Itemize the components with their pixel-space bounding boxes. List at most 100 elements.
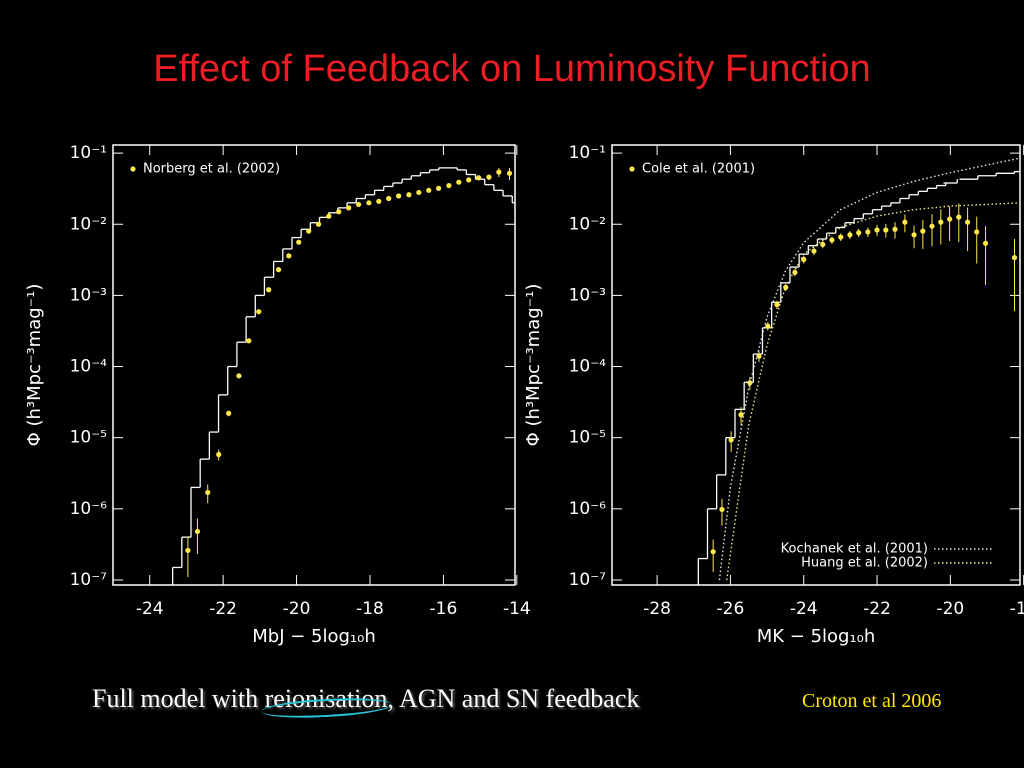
x-tick-label: -16 [430, 599, 458, 619]
x-tick-label: -24 [136, 599, 164, 619]
data-point [838, 234, 844, 240]
data-point [820, 241, 826, 248]
data-point [728, 437, 734, 443]
data-point [396, 193, 402, 199]
data-point [194, 528, 201, 535]
data-point [874, 227, 880, 233]
data-point [929, 223, 935, 229]
caption-text: Full model with [92, 684, 265, 713]
legend-label: Kochanek et al. (2001) [781, 542, 928, 557]
data-point [911, 232, 917, 238]
y-tick-label: 10⁻⁷ [70, 570, 108, 590]
data-point [216, 451, 222, 458]
data-point [205, 489, 211, 496]
x-tick-label: -26 [717, 599, 745, 619]
data-point [346, 205, 352, 211]
plot-frame [611, 144, 1021, 586]
data-point [883, 227, 889, 233]
data-point [792, 269, 798, 276]
y-tick-label: 10⁻⁴ [70, 357, 108, 377]
data-point [266, 287, 272, 293]
data-point [246, 338, 252, 344]
data-point [783, 284, 789, 290]
data-point [847, 232, 853, 238]
legend-label: Huang et al. (2002) [801, 556, 928, 571]
y-tick-label: 10⁻⁶ [70, 499, 108, 519]
y-axis-label: Φ (h³Mpc⁻³mag⁻¹) [523, 284, 544, 447]
legend-marker [130, 166, 136, 172]
data-point [426, 187, 432, 193]
y-tick-label: 10⁻³ [70, 285, 107, 305]
legend-label: Norberg et al. (2002) [143, 162, 280, 177]
data-point [801, 256, 807, 263]
data-point [964, 219, 971, 225]
data-point [811, 248, 817, 254]
x-tick-label: -18 [356, 599, 384, 619]
data-point [974, 229, 980, 235]
plot-frame [112, 144, 516, 586]
data-point [920, 228, 926, 234]
y-tick-label: 10⁻⁵ [569, 428, 606, 448]
model-curve [718, 157, 1020, 581]
plot-area [697, 157, 1020, 585]
x-tick-label: -20 [283, 599, 311, 619]
data-point [256, 309, 262, 315]
struck-word: reionisation [264, 684, 388, 713]
data-point [296, 239, 302, 245]
data-point [486, 174, 492, 180]
x-axis-label: MbJ − 5log₁₀h [252, 626, 376, 647]
data-point [275, 267, 282, 273]
legend-label: Cole et al. (2001) [642, 162, 755, 177]
credit: Croton et al 2006 [802, 690, 942, 712]
data-point [336, 209, 342, 215]
y-tick-label: 10⁻¹ [70, 143, 107, 163]
y-tick-label: 10⁻² [569, 214, 606, 234]
data-point [747, 380, 753, 386]
data-point [466, 177, 472, 183]
data-point [719, 506, 725, 513]
data-point [738, 412, 744, 418]
data-point [306, 228, 312, 234]
data-point [226, 410, 232, 416]
data-point [286, 253, 292, 259]
x-tick-label: -22 [209, 599, 237, 619]
y-tick-label: 10⁻⁵ [70, 428, 107, 448]
y-tick-label: 10⁻⁶ [569, 499, 607, 519]
data-point [774, 302, 780, 308]
data-point [892, 226, 898, 232]
data-point [366, 200, 372, 206]
plot-area [172, 167, 515, 585]
data-point [315, 221, 322, 227]
data-point [356, 201, 362, 208]
y-tick-label: 10⁻⁴ [569, 357, 607, 377]
slide-title: Effect of Feedback on Luminosity Functio… [153, 48, 871, 90]
data-point [1011, 254, 1018, 261]
data-point [185, 547, 191, 554]
data-point [829, 237, 835, 243]
data-point [865, 229, 871, 235]
x-tick-label: -28 [643, 599, 671, 619]
data-point [956, 214, 962, 220]
x-tick-label: -14 [503, 599, 531, 619]
y-tick-label: 10⁻¹ [569, 143, 606, 163]
x-axis-label: MK − 5log₁₀h [757, 626, 876, 647]
x-tick-label: -18 [1010, 599, 1024, 619]
data-point [982, 240, 989, 246]
y-tick-label: 10⁻² [70, 214, 107, 234]
data-point [938, 219, 944, 225]
y-tick-label: 10⁻⁷ [569, 570, 607, 590]
data-point [496, 169, 502, 175]
data-point [236, 373, 242, 379]
x-tick-label: -22 [863, 599, 891, 619]
x-tick-label: -20 [936, 599, 964, 619]
caption-text: , AGN and SN feedback [387, 684, 640, 713]
data-point [902, 219, 908, 225]
data-point [376, 198, 382, 204]
data-point [326, 213, 332, 219]
data-point [416, 189, 422, 196]
model-curve [726, 202, 1020, 581]
caption: Full model with reionisation, AGN and SN… [92, 684, 639, 714]
data-point [446, 182, 452, 189]
data-point [856, 230, 862, 236]
